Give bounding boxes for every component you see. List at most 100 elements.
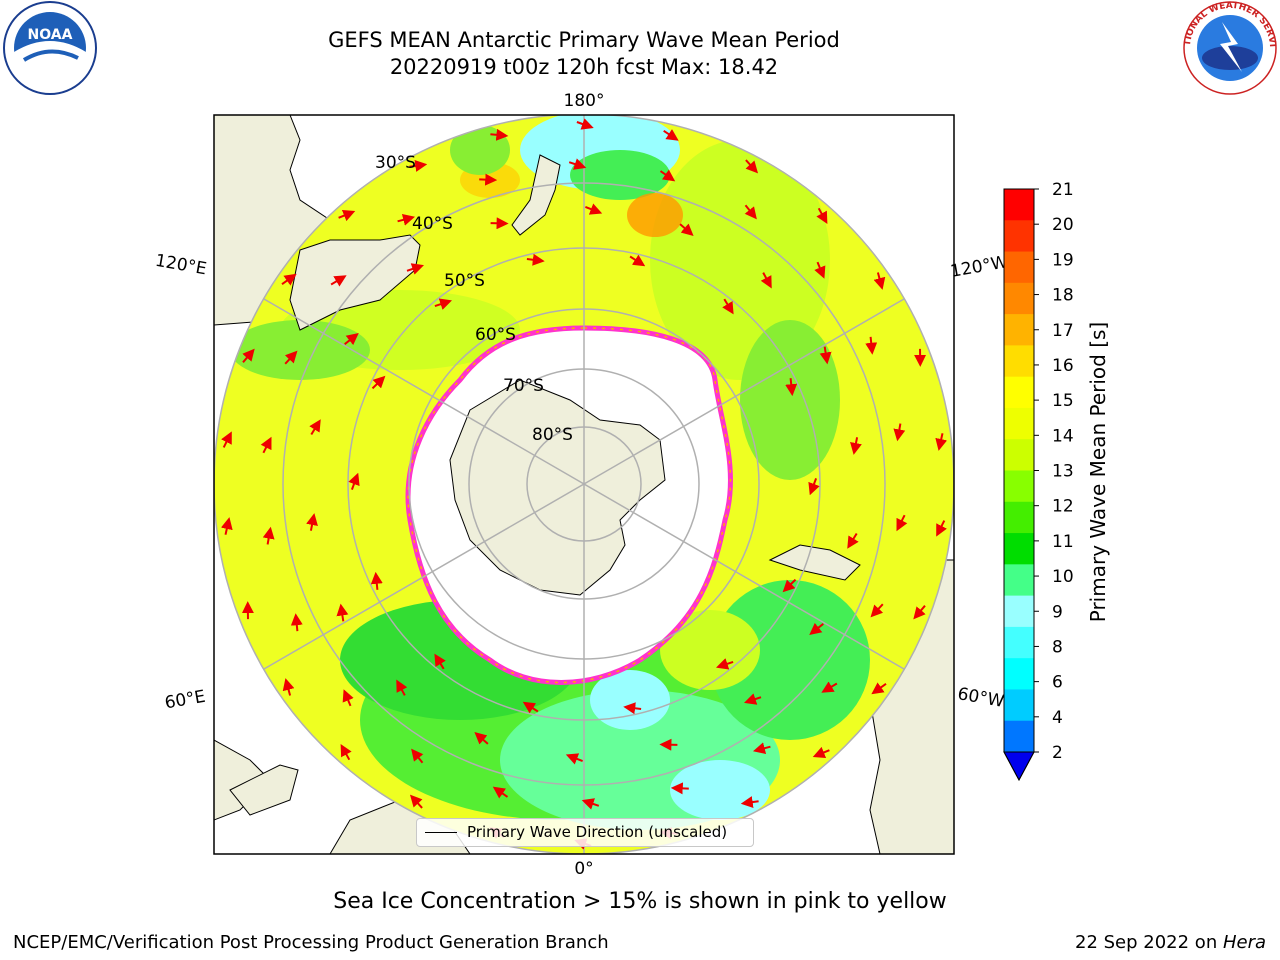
- date-stamp: 22 Sep 2022 on Hera: [1075, 932, 1266, 953]
- colorbar-tick-label: 14: [1052, 426, 1074, 446]
- wave-arrow: [873, 272, 886, 290]
- wave-arrow: [576, 118, 594, 130]
- wave-arrow: [474, 732, 489, 745]
- colorbar-swatch: [1004, 282, 1034, 315]
- wave-arrow: [809, 622, 824, 636]
- wave-arrow: [821, 681, 838, 693]
- wave-arrow: [782, 578, 797, 593]
- wave-arrow: [290, 613, 303, 632]
- legend-line-sample: [425, 832, 457, 833]
- wave-arrow: [629, 254, 646, 267]
- wave-arrow: [814, 261, 826, 279]
- wave-arrow: [935, 433, 948, 451]
- colorbar-swatch: [1004, 626, 1034, 659]
- colorbar-swatch: [1004, 595, 1034, 628]
- wave-arrow: [348, 472, 360, 490]
- map-legend: Primary Wave Direction (unscaled): [416, 818, 754, 847]
- colorbar-swatch: [1004, 189, 1034, 221]
- colorbar-frame: [1003, 188, 1035, 782]
- wave-arrow: [242, 348, 255, 363]
- wave-arrow: [752, 742, 771, 755]
- lon-label-120w: 120°W: [949, 252, 1010, 282]
- wave-arrow: [309, 419, 321, 436]
- colorbar-tick-label: 15: [1052, 391, 1074, 411]
- wave-arrow: [284, 350, 298, 365]
- chart-subtitle: 20220919 t00z 120h fcst Max: 18.42: [389, 55, 779, 79]
- nws-logo-text: NATIONAL WEATHER SERVICE: [0, 0, 1277, 47]
- wave-arrow: [760, 272, 772, 289]
- colorbar-swatch: [1004, 314, 1034, 346]
- colorbar-extend-arrow: [1003, 751, 1035, 782]
- wave-arrow: [262, 526, 275, 545]
- wave-arrow: [220, 517, 233, 535]
- sea-ice-note: Sea Ice Concentration > 15% is shown in …: [333, 889, 947, 914]
- colorbar-swatch: [1004, 658, 1034, 690]
- lat-label-50s: 50°S: [444, 271, 485, 291]
- wave-arrow: [434, 653, 446, 670]
- wave-arrow: [340, 743, 352, 761]
- wave-arrow: [744, 204, 757, 220]
- wave-arrow: [336, 603, 349, 622]
- wave-arrow: [847, 532, 859, 549]
- wave-arrow: [526, 253, 545, 266]
- wave-arrow: [663, 129, 679, 141]
- wave-arrow: [871, 682, 887, 695]
- chart-title: GEFS MEAN Antarctic Primary Wave Mean Pe…: [328, 28, 840, 52]
- wave-arrow: [434, 298, 452, 310]
- wave-arrow: [406, 263, 424, 275]
- colorbar-tick-label: 12: [1052, 497, 1074, 517]
- wave-arrow: [623, 702, 642, 715]
- wave-arrow: [659, 169, 676, 182]
- wave-arrow: [745, 159, 759, 174]
- machine-name: Hera: [1222, 932, 1266, 953]
- wave-arrow: [740, 796, 759, 808]
- wave-arrow: [865, 336, 878, 355]
- colorbar-swatch: [1004, 720, 1034, 753]
- wave-arrow: [397, 213, 416, 226]
- lat-label-60s: 60°S: [475, 325, 516, 345]
- colorbar-label: Primary Wave Mean Period [s]: [1086, 322, 1110, 623]
- date-text: 22 Sep 2022 on: [1075, 932, 1223, 953]
- colorbar-tick-label: 9: [1052, 602, 1063, 622]
- wave-arrow: [850, 437, 862, 455]
- wave-arrow: [785, 378, 798, 397]
- wave-arrow: [281, 273, 297, 286]
- wave-arrow: [490, 128, 509, 141]
- map-area: [214, 115, 954, 854]
- wave-arrow: [565, 753, 583, 765]
- lon-label-120e: 120°E: [154, 251, 208, 280]
- colorbar-tick-label: 4: [1052, 708, 1063, 728]
- colorbar-swatch: [1004, 689, 1034, 722]
- credit-text: NCEP/EMC/Verification Post Processing Pr…: [13, 932, 609, 953]
- wave-arrow: [260, 436, 272, 454]
- colorbar-tick-label: 8: [1052, 637, 1063, 657]
- wave-arrow: [581, 798, 600, 810]
- wave-arrow: [306, 513, 318, 531]
- legend-label: Primary Wave Direction (unscaled): [467, 823, 728, 841]
- lat-label-80s: 80°S: [532, 425, 573, 445]
- wave-arrow: [522, 701, 539, 714]
- noaa-logo: NOAA: [3, 1, 97, 95]
- svg-text:NATIONAL WEATHER SERVICE: NATIONAL WEATHER SERVICE: [0, 0, 1277, 47]
- colorbar-tick-label: 2: [1052, 743, 1063, 763]
- wave-arrow: [338, 209, 356, 222]
- wave-arrow: [492, 786, 509, 799]
- wave-arrow: [744, 693, 762, 705]
- lon-label-0: 0°: [574, 859, 593, 879]
- wave-arrow: [370, 571, 383, 590]
- wave-arrow: [812, 746, 830, 759]
- wave-arrow: [568, 158, 587, 170]
- wave-arrow: [808, 478, 820, 496]
- nws-logo: NATIONAL WEATHER SERVICE: [0, 0, 1277, 95]
- colorbar-tick-label: 18: [1052, 286, 1074, 306]
- lat-label-30s: 30°S: [375, 153, 416, 173]
- wave-arrow: [330, 275, 347, 287]
- colorbar-tick-label: 13: [1052, 462, 1074, 482]
- noaa-logo-text: NOAA: [28, 27, 73, 43]
- lon-label-60w: 60°W: [956, 684, 1006, 712]
- colorbar-swatch: [1004, 407, 1034, 440]
- wave-arrow: [342, 689, 354, 707]
- wave-arrow: [282, 678, 295, 696]
- wave-arrow: [716, 658, 734, 670]
- wave-arrow: [479, 173, 498, 186]
